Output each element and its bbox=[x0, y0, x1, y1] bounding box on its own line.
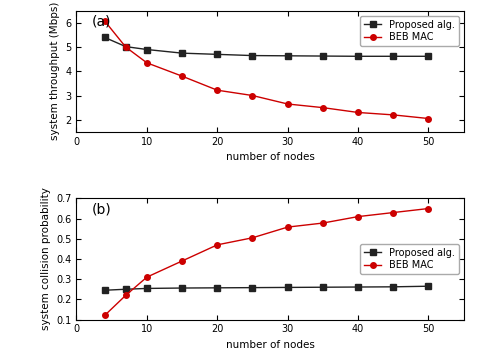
Proposed alg. bbox=[285, 285, 291, 290]
BEB MAC bbox=[102, 313, 108, 318]
BEB MAC bbox=[215, 88, 220, 92]
Proposed alg. bbox=[102, 288, 108, 292]
BEB MAC bbox=[320, 221, 326, 225]
BEB MAC bbox=[391, 210, 396, 215]
Proposed alg. bbox=[391, 285, 396, 289]
BEB MAC bbox=[285, 102, 291, 106]
Line: BEB MAC: BEB MAC bbox=[102, 18, 431, 121]
BEB MAC bbox=[391, 113, 396, 117]
BEB MAC bbox=[355, 110, 361, 115]
BEB MAC bbox=[144, 275, 150, 279]
Proposed alg. bbox=[425, 284, 431, 288]
X-axis label: number of nodes: number of nodes bbox=[226, 340, 315, 350]
BEB MAC bbox=[179, 74, 185, 78]
Proposed alg. bbox=[102, 35, 108, 39]
Line: Proposed alg.: Proposed alg. bbox=[102, 284, 431, 293]
Proposed alg. bbox=[355, 285, 361, 289]
BEB MAC bbox=[123, 45, 129, 49]
Legend: Proposed alg., BEB MAC: Proposed alg., BEB MAC bbox=[360, 244, 459, 274]
Proposed alg. bbox=[144, 47, 150, 52]
BEB MAC bbox=[144, 61, 150, 65]
Y-axis label: system throughput (Mbps): system throughput (Mbps) bbox=[50, 2, 60, 140]
Legend: Proposed alg., BEB MAC: Proposed alg., BEB MAC bbox=[360, 16, 459, 46]
BEB MAC bbox=[250, 93, 255, 98]
Text: (b): (b) bbox=[92, 202, 112, 216]
Text: (a): (a) bbox=[92, 14, 111, 28]
Proposed alg. bbox=[320, 285, 326, 289]
Proposed alg. bbox=[179, 286, 185, 290]
BEB MAC bbox=[102, 19, 108, 23]
BEB MAC bbox=[179, 259, 185, 263]
X-axis label: number of nodes: number of nodes bbox=[226, 152, 315, 162]
Proposed alg. bbox=[215, 52, 220, 56]
Proposed alg. bbox=[285, 53, 291, 58]
Proposed alg. bbox=[250, 53, 255, 58]
Proposed alg. bbox=[250, 285, 255, 290]
BEB MAC bbox=[320, 106, 326, 110]
Proposed alg. bbox=[144, 286, 150, 290]
Proposed alg. bbox=[355, 54, 361, 59]
BEB MAC bbox=[355, 214, 361, 219]
Proposed alg. bbox=[391, 54, 396, 59]
Proposed alg. bbox=[320, 54, 326, 58]
BEB MAC bbox=[425, 206, 431, 211]
Proposed alg. bbox=[123, 45, 129, 49]
Proposed alg. bbox=[179, 51, 185, 55]
BEB MAC bbox=[215, 243, 220, 247]
BEB MAC bbox=[250, 236, 255, 240]
BEB MAC bbox=[285, 225, 291, 229]
Proposed alg. bbox=[425, 54, 431, 59]
Proposed alg. bbox=[215, 286, 220, 290]
Y-axis label: system collision probability: system collision probability bbox=[41, 187, 51, 330]
Line: Proposed alg.: Proposed alg. bbox=[102, 34, 431, 59]
BEB MAC bbox=[425, 116, 431, 121]
BEB MAC bbox=[123, 293, 129, 298]
Line: BEB MAC: BEB MAC bbox=[102, 206, 431, 318]
Proposed alg. bbox=[123, 287, 129, 292]
